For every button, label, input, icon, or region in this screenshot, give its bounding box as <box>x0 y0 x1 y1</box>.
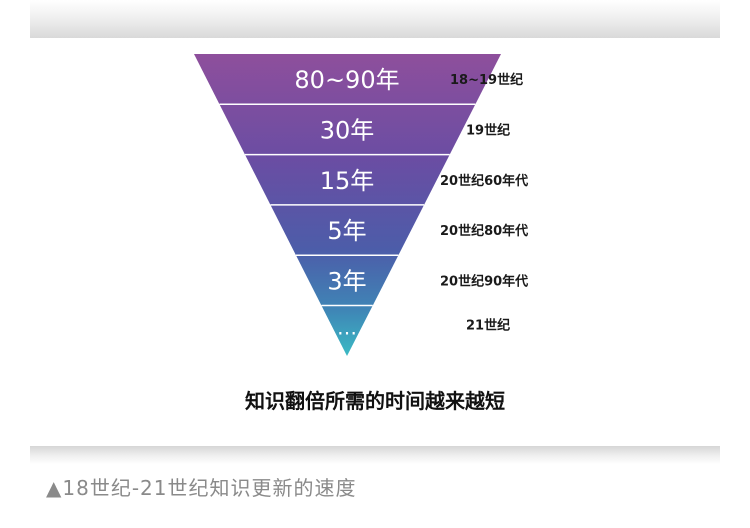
funnel-level-duration: … <box>337 316 357 340</box>
funnel-level-duration: 30年 <box>320 116 375 144</box>
funnel-level-duration: 5年 <box>327 217 366 245</box>
funnel-level-era: 18~19世纪 <box>450 72 523 88</box>
funnel-level-duration: 3年 <box>327 267 366 295</box>
funnel-level-era: 20世纪90年代 <box>440 273 528 289</box>
funnel-level-era: 20世纪60年代 <box>440 173 528 189</box>
funnel-level-era: 21世纪 <box>466 318 510 334</box>
funnel-level-era: 19世纪 <box>466 122 510 138</box>
funnel-level-era: 20世纪80年代 <box>440 223 528 239</box>
funnel-level-duration: 15年 <box>320 167 375 195</box>
top-shadow-band <box>30 0 720 38</box>
figure-subtitle: 知识翻倍所需的时间越来越短 <box>245 389 505 413</box>
funnel-chart: 80~90年 30年 15年 5年 3年 … 18~19世纪 19世纪 20世纪60年代 20世… <box>194 54 528 413</box>
funnel-level-duration: 80~90年 <box>294 66 399 94</box>
figure-caption: ▲18世纪-21世纪知识更新的速度 <box>46 476 357 500</box>
infographic-image: 80~90年 30年 15年 5年 3年 … 18~19世纪 19世纪 20世纪60年代 20世… <box>30 38 720 446</box>
bottom-shadow-band <box>30 446 720 464</box>
